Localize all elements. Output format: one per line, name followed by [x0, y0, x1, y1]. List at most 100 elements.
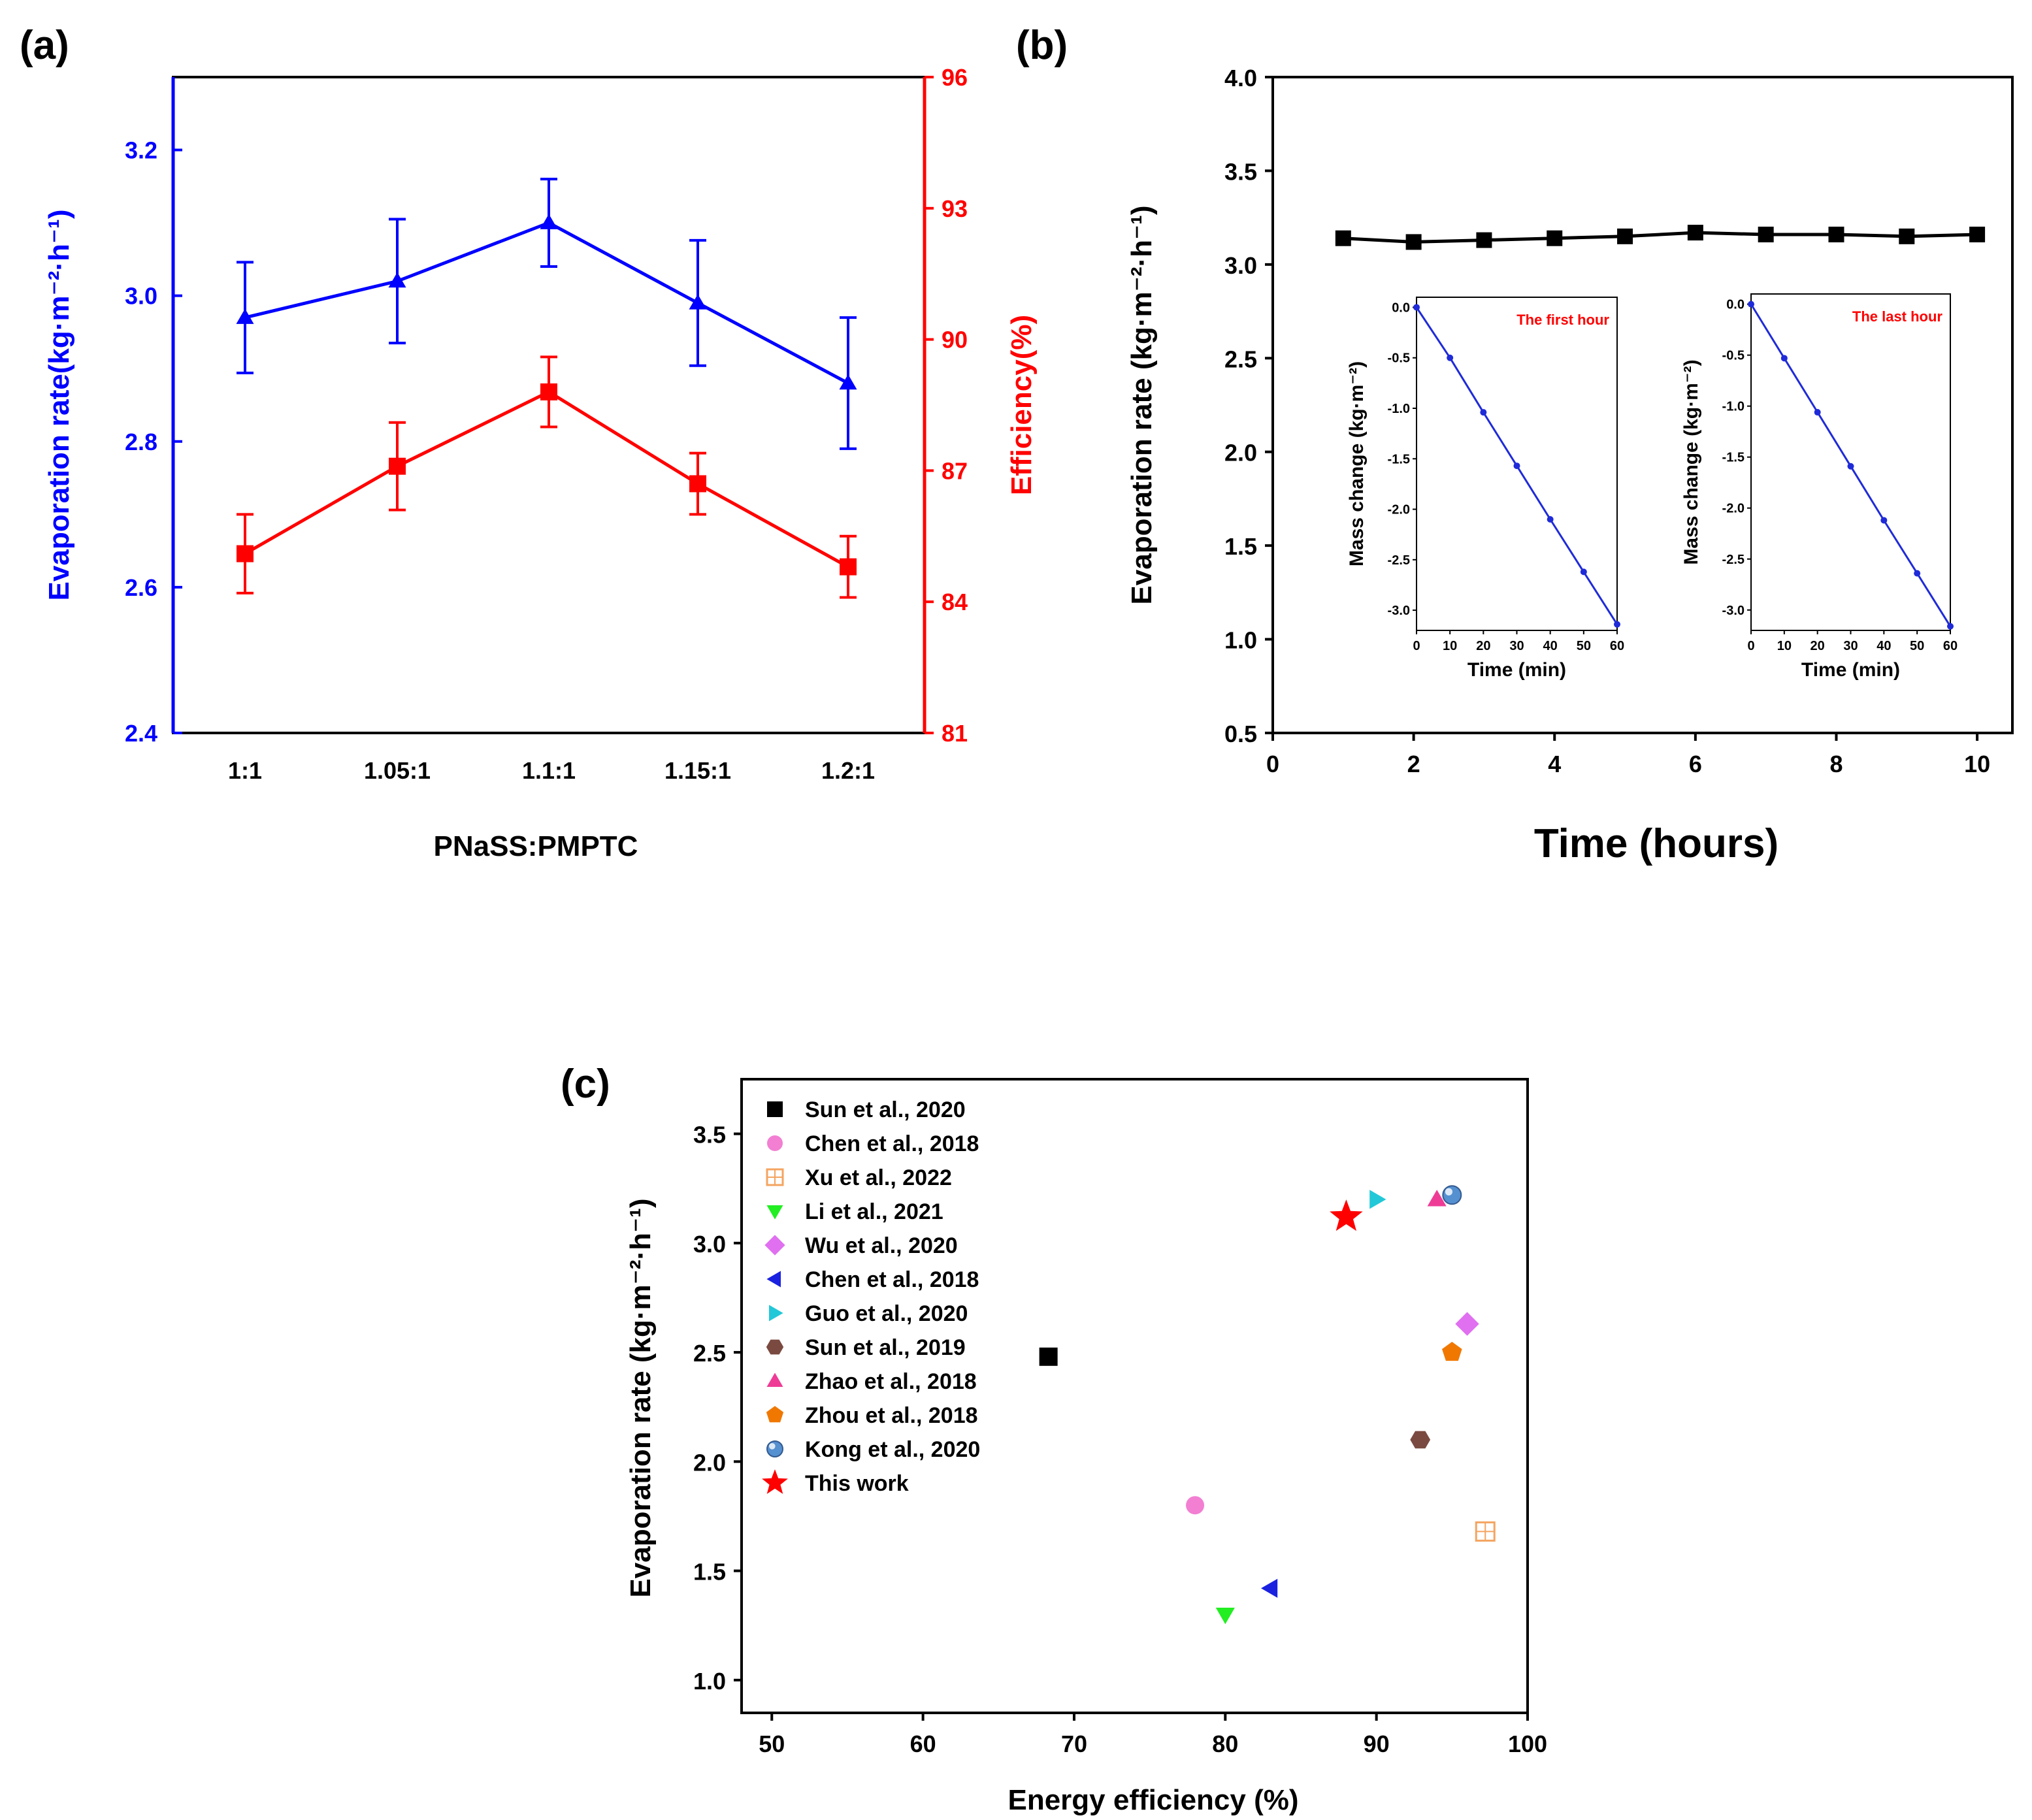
c-legend-label-9: Zhou et al., 2018	[805, 1403, 978, 1428]
inset-y-tick-label: -1.5	[1388, 452, 1410, 466]
c-legend-marker-9	[766, 1406, 784, 1423]
b-inset-last-hour: 0.0 -0.5 -1.0 -1.5 -2.0 -2.5 -3.0 0 10 20 30 40 50 60…	[1680, 293, 1958, 681]
c-y-tick-label: 1.0	[693, 1668, 726, 1695]
c-point-3	[1215, 1608, 1235, 1625]
a-point-0-0	[236, 308, 254, 324]
inset-x-tick-label: 40	[1543, 639, 1558, 653]
b-point-3	[1547, 230, 1563, 246]
c-legend-marker-11	[762, 1469, 788, 1494]
a-left-tick-label: 3.0	[125, 283, 157, 310]
panel-b-label: (b)	[1016, 23, 1068, 68]
c-point-4	[1455, 1312, 1479, 1336]
b-y-tick-label: 0.5	[1224, 721, 1257, 747]
a-point-0-2	[540, 214, 558, 229]
c-point-9	[1442, 1342, 1462, 1361]
c-legend-label-6: Guo et al., 2020	[805, 1301, 968, 1326]
a-x-tick-label: 1.05:1	[364, 757, 431, 784]
a-point-1-0	[237, 545, 254, 562]
b-point-0	[1335, 230, 1351, 246]
inset-label-text: The last hour	[1852, 308, 1943, 325]
inset-point	[1847, 463, 1854, 470]
inset-point	[1614, 621, 1620, 628]
panel-c-label: (c)	[561, 1062, 610, 1107]
a-right-ticks: 81 84 87 90 93 96	[925, 64, 968, 747]
inset-x-tick-label: 30	[1509, 639, 1524, 653]
c-x-tick-label: 90	[1364, 1731, 1390, 1757]
inset-x-tick-label: 50	[1910, 639, 1924, 653]
inset-point	[1413, 304, 1420, 311]
c-point-0	[1039, 1347, 1058, 1366]
inset-point	[1780, 355, 1788, 362]
b-y-tick-label: 3.5	[1224, 158, 1257, 185]
inset-y-tick-label: -1.5	[1722, 451, 1745, 465]
inset-point	[1814, 409, 1821, 416]
c-x-tick-label: 50	[759, 1731, 785, 1757]
b-x-tick-label: 0	[1266, 751, 1279, 777]
inset-point	[1748, 301, 1754, 308]
a-right-tick-label: 90	[942, 327, 968, 353]
b-x-tick-label: 2	[1407, 751, 1420, 777]
b-x-tick-label: 4	[1548, 751, 1561, 777]
a-x-tick-label: 1.2:1	[821, 757, 875, 784]
inset-y-tick-label: -1.0	[1722, 400, 1745, 414]
inset-y-tick-label: -0.5	[1388, 351, 1410, 366]
a-right-tick-label: 96	[942, 64, 968, 91]
c-legend-label-3: Li et al., 2021	[805, 1199, 943, 1224]
c-legend-label-8: Zhao et al., 2018	[805, 1369, 977, 1394]
inset-x-tick-label: 20	[1811, 639, 1825, 653]
a-right-y-title: Efficiency(%)	[1006, 315, 1038, 495]
a-point-1-1	[389, 457, 406, 475]
a-left-ticks: 2.4 2.6 2.8 3.0 3.2	[125, 137, 182, 747]
c-point-6	[1369, 1190, 1386, 1209]
c-legend-marker-3	[766, 1205, 783, 1220]
c-legend-marker-2	[766, 1168, 784, 1186]
b-point-9	[1969, 226, 1986, 242]
a-x-tick-label: 1.15:1	[664, 757, 731, 784]
inset-y-tick-label: 0.0	[1392, 301, 1410, 315]
a-left-tick-label: 2.6	[125, 574, 157, 601]
c-point-10-highlight	[1445, 1188, 1453, 1195]
inset-x-title: Time (min)	[1467, 659, 1566, 681]
inset-y-title: Mass change (kg·m⁻²)	[1680, 359, 1702, 564]
inset-y-tick-label: 0.0	[1726, 298, 1745, 312]
c-point-5	[1261, 1578, 1278, 1598]
inset-point	[1547, 516, 1554, 523]
b-point-1	[1405, 234, 1422, 250]
a-right-tick-label: 84	[942, 589, 968, 615]
b-point-5	[1687, 225, 1703, 241]
panel-a: (a) 2.4 2.6 2.8 3.0 3.2 81 84 87 90 93 96 1:1 1.05…	[20, 23, 1038, 862]
inset-point	[1880, 517, 1888, 524]
c-y-tick-label: 1.5	[693, 1559, 726, 1585]
b-x-tick-label: 10	[1964, 751, 1990, 777]
b-series-line	[1343, 231, 1978, 244]
c-legend-label-7: Sun et al., 2019	[805, 1335, 966, 1360]
b-x-tick-label: 8	[1829, 751, 1843, 777]
inset-x-tick-label: 0	[1413, 639, 1420, 653]
inset-point	[1513, 463, 1520, 470]
b-point-6	[1758, 226, 1774, 242]
panel-a-label: (a)	[20, 23, 69, 68]
inset-y-tick-label: -2.5	[1722, 553, 1745, 567]
inset-point	[1480, 409, 1487, 416]
a-right-tick-label: 87	[942, 457, 968, 484]
b-x-title: Time (hours)	[1534, 821, 1778, 866]
c-point-10	[1442, 1185, 1462, 1205]
inset-x-tick-label: 0	[1747, 639, 1754, 653]
inset-y-tick-label: -1.0	[1388, 402, 1410, 416]
c-point-1	[1186, 1496, 1205, 1515]
a-left-tick-label: 3.2	[125, 137, 157, 164]
c-x-tick-label: 70	[1061, 1731, 1087, 1757]
c-legend-label-5: Chen et al., 2018	[805, 1267, 979, 1292]
panel-b: (b) 0.5 1.0 1.5 2.0 2.5 3.0 3.5 4.0 0 2 4 6 8 10 0.0…	[1016, 23, 2014, 866]
c-y-tick-label: 3.0	[693, 1231, 726, 1258]
c-point-11	[1330, 1199, 1363, 1231]
a-right-tick-label: 93	[942, 195, 968, 222]
b-series	[1335, 225, 1986, 250]
a-point-1-4	[840, 558, 857, 576]
a-point-1-2	[540, 383, 557, 400]
b-inset-first-hour: 0.0 -0.5 -1.0 -1.5 -2.0 -2.5 -3.0 0 10 20 30 40 50 60…	[1346, 297, 1624, 681]
b-x-ticks: 0 2 4 6 8 10	[1266, 733, 1990, 777]
inset-x-tick-label: 10	[1443, 639, 1457, 653]
c-legend-label-1: Chen et al., 2018	[805, 1131, 979, 1156]
